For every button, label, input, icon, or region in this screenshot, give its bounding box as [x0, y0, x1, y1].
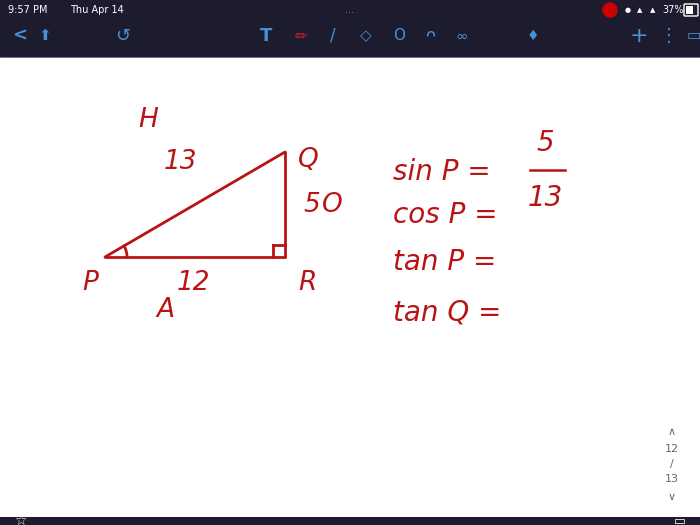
Text: sin P =: sin P =	[393, 158, 500, 186]
Text: 5: 5	[303, 192, 320, 218]
Text: ◇: ◇	[360, 28, 372, 44]
Text: ᴖ: ᴖ	[425, 27, 435, 45]
Text: cos P =: cos P =	[393, 201, 506, 229]
Bar	[686, 6, 693, 14]
Text: 9:57 PM: 9:57 PM	[8, 5, 48, 15]
Text: ⬆: ⬆	[38, 28, 50, 44]
Text: +: +	[630, 26, 649, 46]
Text: ♦: ♦	[527, 29, 540, 43]
Text: <: <	[12, 27, 27, 45]
Text: ∧: ∧	[668, 427, 676, 437]
Text: ...: ...	[346, 5, 354, 15]
Text: A: A	[156, 297, 174, 323]
Text: P: P	[82, 270, 98, 296]
Text: 13: 13	[163, 149, 197, 175]
Text: ↺: ↺	[115, 27, 130, 45]
Text: ☆: ☆	[14, 514, 27, 525]
Text: ▲: ▲	[650, 7, 656, 13]
Text: Q: Q	[298, 147, 318, 173]
Text: 12: 12	[665, 444, 679, 454]
Text: Thu Apr 14: Thu Apr 14	[70, 5, 124, 15]
Text: /: /	[670, 459, 674, 469]
Text: 37%: 37%	[662, 5, 683, 15]
Text: ▭: ▭	[674, 514, 686, 525]
Bar	[0, 0, 700, 57]
Text: T: T	[260, 27, 272, 45]
Text: ▭: ▭	[687, 28, 700, 44]
Text: R: R	[298, 270, 316, 296]
Text: ∨: ∨	[668, 492, 676, 502]
Text: 13: 13	[665, 474, 679, 484]
Text: H: H	[138, 107, 158, 133]
Text: 13: 13	[527, 184, 563, 212]
Text: 5: 5	[536, 129, 554, 157]
Text: ∞: ∞	[455, 28, 468, 44]
Bar	[0, 57, 700, 525]
Text: 12: 12	[176, 270, 210, 296]
Text: O: O	[393, 28, 405, 44]
Text: ●: ●	[608, 7, 612, 13]
Text: ✏: ✏	[295, 28, 308, 44]
Text: tan P =: tan P =	[393, 248, 505, 276]
Text: ▲: ▲	[637, 7, 643, 13]
Text: ●: ●	[625, 7, 631, 13]
Circle shape	[603, 3, 617, 17]
Text: ⋮: ⋮	[660, 27, 678, 45]
Text: tan Q =: tan Q =	[393, 298, 501, 326]
Text: /: /	[330, 27, 335, 45]
Text: O: O	[322, 192, 343, 218]
Bar	[0, 517, 700, 525]
